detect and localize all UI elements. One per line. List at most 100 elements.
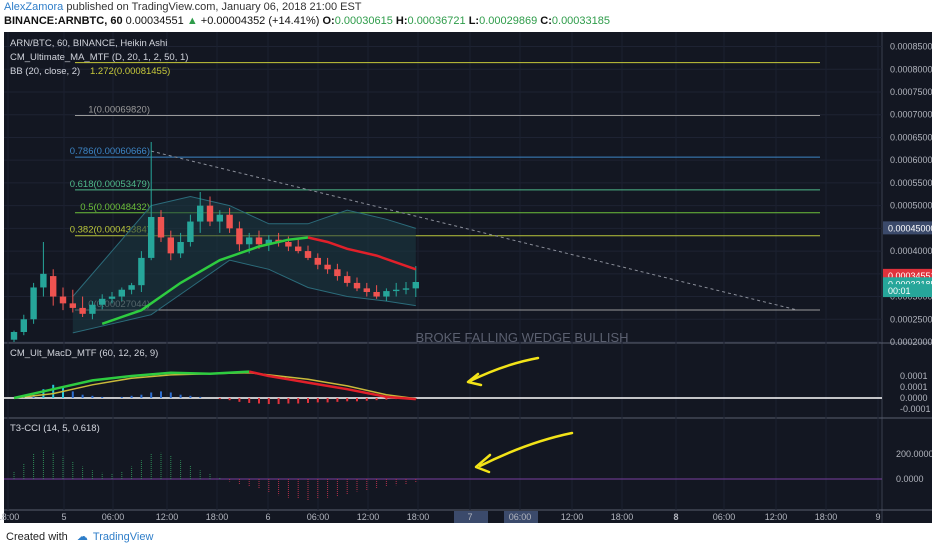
- price-tick-label: 0.00020000: [890, 337, 932, 347]
- created-with-text: Created with: [6, 531, 68, 543]
- candle-body: [216, 214, 223, 222]
- candle-body: [265, 239, 272, 245]
- candle-body: [363, 288, 370, 292]
- time-tick-label: 9: [875, 512, 880, 522]
- low-value: 0.00029869: [479, 15, 538, 27]
- price-badge-label: 0.00034551: [888, 271, 932, 281]
- macd-tick-label: 0.0000: [900, 393, 928, 403]
- time-highlight: [504, 511, 538, 523]
- time-highlight: [454, 511, 488, 523]
- high-value: 0.00036721: [407, 15, 466, 27]
- last-price: 0.00034551: [125, 15, 184, 27]
- candle-body: [344, 276, 351, 283]
- fib-level-label: 0.786(0.00060666): [70, 146, 150, 157]
- candle-body: [128, 285, 135, 290]
- cci-tick-label: 200.0000: [896, 449, 932, 459]
- candle-body: [50, 276, 57, 297]
- symbol-info-line: BINANCE:ARNBTC, 60 0.00034551 ▲ +0.00004…: [4, 15, 610, 27]
- candle-body: [295, 246, 302, 252]
- candle-body: [89, 304, 96, 314]
- open-value: 0.00030615: [334, 15, 393, 27]
- candle-body: [20, 319, 27, 332]
- time-tick-label: 06:00: [307, 512, 330, 522]
- time-tick-label: 18:00: [206, 512, 229, 522]
- candle-body: [79, 307, 86, 314]
- time-tick-label: 5: [61, 512, 66, 522]
- candle-body: [285, 242, 292, 247]
- time-tick-label: 6: [265, 512, 270, 522]
- ma-line-rising: [101, 236, 309, 325]
- publish-info: published on TradingView.com, January 06…: [66, 1, 362, 13]
- time-tick-label: 06:00: [102, 512, 125, 522]
- fib-level-label: 0.382(0.00043384): [70, 225, 150, 236]
- legend-ma: CM_Ultimate_MA_MTF (D, 20, 1, 2, 50, 1): [10, 52, 188, 63]
- candle-body: [314, 257, 321, 265]
- open-label: O:: [322, 15, 335, 27]
- time-tick-label: 18:00: [611, 512, 634, 522]
- candle-body: [99, 298, 106, 305]
- candle-body: [118, 289, 125, 297]
- cci-label: T3-CCI (14, 5, 0.618): [10, 423, 100, 434]
- macd-line-rising: [13, 370, 250, 400]
- time-tick-label: 12:00: [357, 512, 380, 522]
- candle-body: [157, 217, 165, 238]
- legend-bb-extension: 1.272(0.00081455): [90, 66, 170, 77]
- time-tick-label: 18:00: [407, 512, 430, 522]
- price-change: +0.00004352 (+14.41%): [200, 15, 320, 27]
- candle-body: [187, 221, 194, 242]
- ma-line-falling: [307, 236, 417, 271]
- candle-body: [177, 242, 184, 254]
- time-tick-label: 06:00: [509, 512, 532, 522]
- candle-body: [402, 288, 410, 290]
- candle-body: [383, 291, 390, 297]
- candle-body: [412, 282, 419, 289]
- candle-body: [10, 332, 18, 340]
- candle-body: [324, 264, 331, 270]
- candle-body: [255, 237, 263, 245]
- time-tick-label: 12:00: [765, 512, 788, 522]
- arrow-head-cci: [474, 453, 492, 474]
- time-tick-label: 8: [673, 512, 678, 522]
- time-tick-label: 18:00: [0, 512, 19, 522]
- time-tick-label: 12:00: [561, 512, 584, 522]
- symbol-ticker: BINANCE:ARNBTC, 60: [4, 15, 123, 27]
- candle-body: [30, 287, 37, 320]
- cci-tick-label: 0.0000: [896, 474, 924, 484]
- high-label: H:: [395, 15, 408, 27]
- bollinger-lower-line: [72, 259, 416, 334]
- macd-tick-label: 0.0001: [900, 371, 928, 381]
- arrow-annotation-cci: [478, 431, 574, 468]
- candle-body: [393, 289, 400, 292]
- author-link[interactable]: AlexZamora: [4, 1, 64, 13]
- candle-body: [138, 257, 145, 286]
- macd-label: CM_Ult_MacD_MTF (60, 12, 26, 9): [10, 348, 158, 359]
- fib-level-label: 0.618(0.00053479): [70, 179, 150, 190]
- close-label: C:: [540, 15, 552, 27]
- arrow-head-macd: [466, 372, 483, 387]
- candle-body: [197, 205, 204, 222]
- publish-header: AlexZamora published on TradingView.com,…: [4, 1, 362, 13]
- footer: Created with ☁ TradingView: [6, 530, 153, 543]
- tradingview-brand[interactable]: TradingView: [92, 531, 154, 543]
- candle-body: [69, 303, 76, 308]
- bollinger-upper-line: [72, 195, 416, 297]
- legend-bb: BB (20, close, 2): [10, 66, 80, 77]
- candle-body: [148, 217, 155, 258]
- candle-body: [236, 228, 243, 245]
- tradingview-logo-icon: ☁: [76, 531, 88, 543]
- candle-body: [246, 237, 253, 245]
- macd-line-falling: [248, 370, 416, 401]
- legend-title: ARN/BTC, 60, BINANCE, Heikin Ashi: [10, 38, 167, 49]
- time-tick-label: 7: [467, 512, 472, 522]
- candle-body: [226, 214, 233, 229]
- time-tick-label: 06:00: [713, 512, 736, 522]
- macd-tick-label: -0.0001: [900, 404, 931, 414]
